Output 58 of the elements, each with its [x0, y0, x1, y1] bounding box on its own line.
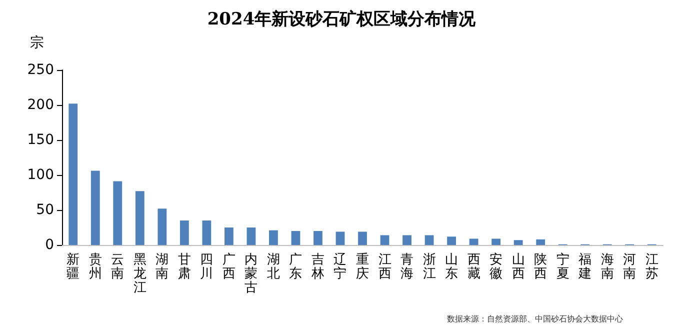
- x-tick-label: 新疆: [66, 252, 80, 282]
- bar: [135, 191, 144, 245]
- bar: [536, 239, 546, 245]
- x-tick-label: 浙江: [422, 252, 436, 282]
- bar: [269, 230, 278, 245]
- x-tick-label: 河南: [623, 252, 636, 282]
- bar: [68, 104, 78, 245]
- bar: [158, 208, 167, 245]
- x-tick-label: 湖北: [266, 252, 280, 282]
- y-tick-label: 50: [36, 202, 54, 218]
- x-tick-label: 安徽: [490, 252, 503, 282]
- x-tick-label: 陕西: [534, 252, 548, 282]
- bar: [424, 235, 434, 245]
- bar: [246, 228, 256, 245]
- chart-title: 2024年新设砂石矿权区域分布情况: [207, 10, 477, 30]
- x-tick-label: 广东: [289, 252, 302, 282]
- y-tick-label: 150: [27, 132, 54, 148]
- x-tick-label: 贵州: [88, 252, 102, 282]
- x-tick-label: 云南: [111, 252, 124, 282]
- y-axis-title: 宗: [30, 35, 44, 51]
- x-tick-label: 江西: [378, 252, 392, 282]
- x-tick-label: 重庆: [356, 252, 369, 282]
- x-tick-label: 甘肃: [178, 252, 191, 282]
- x-tick-label: 海南: [600, 252, 614, 282]
- y-tick-label: 250: [27, 62, 54, 78]
- bar: [492, 238, 501, 245]
- bar: [380, 235, 390, 245]
- x-tick-label: 广西: [222, 252, 236, 282]
- x-tick-label: 辽宁: [334, 252, 347, 282]
- bar: [358, 232, 367, 245]
- x-tick-label: 青海: [400, 252, 414, 282]
- bar: [402, 235, 412, 245]
- x-tick-label: 西藏: [467, 252, 480, 282]
- x-tick-label: 黑龙江: [133, 252, 146, 296]
- x-tick-label: 吉林: [310, 252, 324, 282]
- bar: [113, 181, 122, 245]
- x-tick-label: 福建: [578, 252, 592, 282]
- bar: [180, 220, 189, 245]
- x-tick-label: 宁夏: [556, 252, 570, 282]
- bar: [314, 231, 322, 245]
- source-note: 数据来源：自然资源部、中国砂石协会大数据中心: [447, 314, 623, 324]
- bar: [514, 240, 523, 245]
- bar: [291, 231, 300, 245]
- bar: [336, 232, 345, 245]
- x-tick-label: 湖南: [156, 252, 169, 282]
- bar: [447, 236, 456, 245]
- x-tick-label: 山西: [512, 252, 525, 282]
- y-tick-label: 200: [27, 97, 54, 113]
- bar: [90, 170, 100, 245]
- x-tick-label: 四川: [200, 252, 214, 282]
- y-tick-label: 100: [27, 167, 54, 183]
- x-tick-label: 江苏: [645, 252, 658, 282]
- bar: [224, 228, 234, 245]
- bar: [202, 220, 212, 245]
- x-tick-label: 山东: [445, 252, 458, 282]
- x-tick-label: 内蒙古: [244, 252, 258, 296]
- y-tick-label: 0: [45, 237, 54, 253]
- bar: [469, 238, 478, 245]
